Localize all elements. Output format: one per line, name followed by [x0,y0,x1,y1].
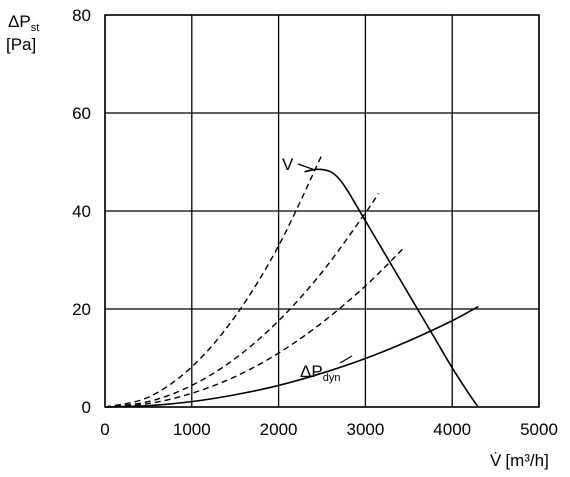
series [104,154,479,408]
y-tick-label-0: 0 [82,398,91,417]
series-label-v-leader [297,163,316,171]
series-line-2 [104,154,323,408]
y-axis-label: ΔPst [8,12,39,34]
series-line-4 [104,246,405,408]
x-axis-label-symbol: V̇ [490,451,502,470]
x-tick-label-5000: 5000 [520,420,558,439]
series-line-3 [104,192,380,408]
plot-frame [104,14,540,408]
grid [104,14,540,408]
series-label-dyn: ΔPdyn [300,362,340,384]
series-label-dyn-leader [339,355,353,364]
series-label-dyn-sub: dyn [323,372,341,384]
y-tick-label-40: 40 [72,202,91,221]
x-tick-label-1000: 1000 [173,420,211,439]
x-tick-label-3000: 3000 [346,420,384,439]
series-line-0 [304,168,479,408]
x-tick-label-2000: 2000 [260,420,298,439]
tick-labels: 0 1000 2000 3000 4000 5000 0 20 40 60 80 [72,6,558,439]
y-axis-label-main: ΔP [8,12,31,31]
y-axis-label-sub: st [31,22,40,34]
x-axis-label-unit: [m³/h] [505,451,548,470]
series-line-1 [104,305,479,408]
x-tick-label-0: 0 [100,420,109,439]
y-axis-unit: [Pa] [6,35,36,54]
series-label-v: V [282,155,294,174]
y-tick-label-80: 80 [72,6,91,25]
x-tick-label-4000: 4000 [433,420,471,439]
y-tick-label-20: 20 [72,300,91,319]
y-tick-label-60: 60 [72,104,91,123]
series-label-dyn-main: ΔP [300,362,323,381]
x-axis-label: V̇ [m³/h] [490,451,549,470]
